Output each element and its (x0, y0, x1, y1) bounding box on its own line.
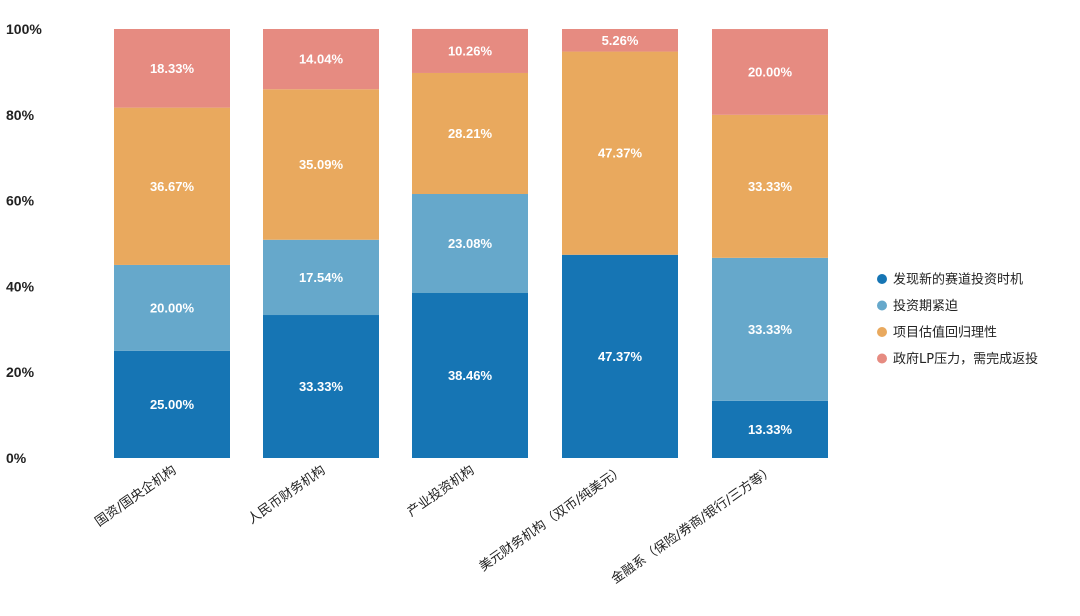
legend-label: 项目估值回归理性 (893, 325, 997, 341)
x-axis: 国资/国央企机构 人民币财务机构 产业投资机构 美元财务机构（双币/纯美元）金融系（保… (92, 462, 777, 587)
bar-segment (712, 29, 828, 115)
y-tick-label: 0% (6, 450, 27, 466)
data-label: 47.37% (598, 146, 643, 161)
x-tick-label: 产业投资机构 (404, 462, 477, 520)
y-axis: 0% 20% 40% 60% 80% 100% (6, 21, 42, 466)
bar-segment (114, 29, 230, 108)
data-label: 23.08% (448, 236, 493, 251)
legend-item: 投资期紧迫 (877, 298, 958, 314)
bar-segment (412, 72, 528, 194)
legend-marker (877, 327, 887, 337)
x-tick-label: 国资/国央企机构 (92, 462, 179, 530)
bar-segment (263, 29, 379, 90)
bar-segment (562, 51, 678, 255)
bar-segment (263, 239, 379, 316)
x-tick-label: 人民币财务机构 (245, 462, 329, 527)
data-label: 5.26% (602, 33, 639, 48)
data-label: 20.00% (150, 300, 195, 315)
x-tick-label: 美元财务机构（双币/纯美元） (476, 462, 627, 575)
data-label: 33.33% (748, 179, 793, 194)
legend-item: 发现新的赛道投资时机 (877, 272, 1023, 288)
data-label: 25.00% (150, 397, 195, 412)
data-label: 38.46% (448, 368, 493, 383)
bar-segment (712, 400, 828, 458)
legend-label: 发现新的赛道投资时机 (893, 272, 1023, 288)
legend-marker (877, 274, 887, 284)
bar-segment (412, 193, 528, 294)
bar-segment (412, 28, 528, 73)
legend-label: 投资期紧迫 (893, 298, 958, 314)
y-tick-label: 100% (6, 21, 42, 37)
bar-segment (412, 293, 528, 458)
bar-segment (562, 254, 678, 458)
data-label: 20.00% (748, 64, 793, 79)
bar-segment (263, 315, 379, 458)
legend-marker (877, 353, 887, 364)
data-label: 14.04% (299, 52, 344, 67)
y-tick-label: 40% (6, 278, 35, 294)
bars: 25.00% 20.00% 36.67% 18.33% 33.33% 17.54% 35.0… (114, 28, 828, 458)
data-label: 10.26% (448, 43, 493, 58)
x-tick-label: 金融系（保险/券商/银行/三方等） (608, 462, 777, 587)
legend-label: 政府LP压力，需完成返投 (893, 351, 1038, 367)
data-label: 35.09% (299, 157, 344, 172)
data-label: 28.21% (448, 126, 493, 141)
data-label: 13.33% (748, 422, 793, 437)
data-label: 33.33% (299, 379, 344, 394)
bar-segment (712, 257, 828, 401)
bar-segment (263, 89, 379, 240)
legend-item: 项目估值回归理性 (877, 325, 997, 341)
bar-segment (114, 350, 230, 458)
legend-marker (877, 300, 887, 311)
data-label: 18.33% (150, 61, 195, 76)
bar-segment (114, 107, 230, 265)
data-label: 36.67% (150, 179, 195, 194)
data-label: 47.37% (598, 349, 643, 364)
y-tick-label: 60% (6, 193, 35, 209)
y-tick-label: 80% (6, 107, 35, 123)
bar-segment (562, 29, 678, 52)
bar-segment (114, 264, 230, 351)
data-label: 17.54% (299, 270, 344, 285)
data-label: 33.33% (748, 322, 793, 337)
legend-item: 政府LP压力，需完成返投 (877, 351, 1038, 367)
bar-segment (712, 114, 828, 258)
y-tick-label: 20% (6, 364, 35, 380)
